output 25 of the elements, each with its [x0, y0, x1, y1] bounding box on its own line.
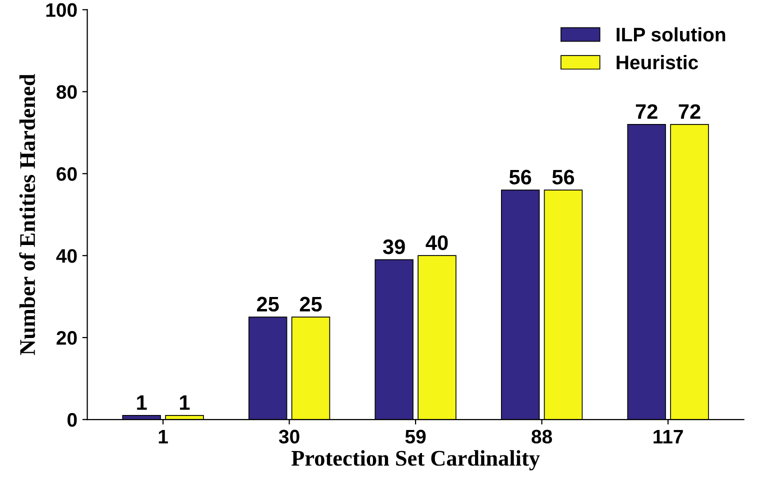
y-tick-label: 60 [56, 167, 77, 181]
data-label: 72 [678, 104, 700, 119]
data-label: 40 [426, 235, 448, 250]
x-tick-label: 88 [532, 430, 552, 444]
legend-label: ILP solution [616, 27, 726, 42]
data-label: 56 [552, 170, 574, 185]
data-label: 25 [256, 296, 279, 312]
x-tick-label: 59 [405, 430, 426, 444]
data-label: 56 [509, 170, 532, 185]
y-tick-label: 80 [56, 85, 77, 99]
x-tick-label: 1 [158, 430, 168, 444]
y-tick-label: 100 [46, 3, 77, 17]
data-label: 72 [636, 104, 658, 119]
y-tick-label: 40 [56, 249, 77, 263]
data-label: 39 [382, 239, 405, 254]
y-tick-label: 0 [68, 412, 77, 427]
data-label: 25 [300, 296, 322, 312]
x-tick-label: 30 [278, 430, 300, 444]
legend-label: Heuristic [616, 55, 698, 70]
y-axis-title: Number of Entities Hardened [19, 74, 36, 356]
x-axis-title: Protection Set Cardinality [291, 450, 540, 470]
x-tick-label: 117 [654, 430, 683, 444]
data-label: 1 [180, 395, 190, 410]
y-tick-label: 20 [56, 331, 77, 345]
data-label: 1 [137, 395, 147, 410]
